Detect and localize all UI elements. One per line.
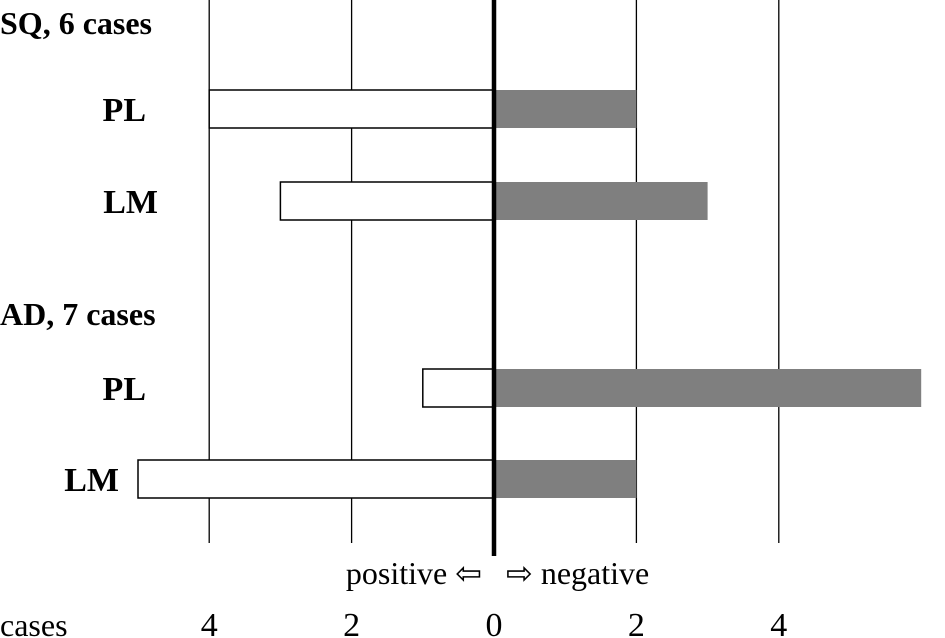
positive-direction-label: positive ⇦	[346, 555, 482, 591]
labels: SQ, 6 cases PL LM AD, 7 cases PL LM 4 2 0 2 4	[0, 5, 787, 638]
group-title-1: AD, 7 cases	[0, 296, 156, 332]
row-label-0-0: PL	[103, 92, 146, 129]
negative-direction-label: ⇨ negative	[506, 555, 649, 591]
row-label-1-0: PL	[103, 371, 146, 408]
bar-negative-0-1	[494, 182, 708, 220]
tick-label-2: 0	[486, 607, 503, 638]
bars	[137, 0, 922, 556]
bar-positive-0-0	[208, 89, 495, 129]
tick-label-1: 2	[343, 607, 360, 638]
bar-positive-0-1	[279, 181, 495, 221]
bar-positive-1-0	[422, 368, 495, 408]
axis-label-cases: cases	[0, 607, 68, 638]
bar-negative-1-1	[494, 460, 637, 498]
row-label-0-1: LM	[103, 184, 158, 221]
bar-negative-1-0	[494, 369, 922, 407]
bar-positive-1-1	[137, 459, 495, 499]
bar-negative-0-0	[494, 90, 637, 128]
tick-label-3: 2	[628, 607, 645, 638]
tick-label-4: 4	[770, 607, 787, 638]
row-label-1-1: LM	[64, 462, 119, 499]
group-title-0: SQ, 6 cases	[0, 5, 152, 41]
tick-label-0: 4	[201, 607, 218, 638]
